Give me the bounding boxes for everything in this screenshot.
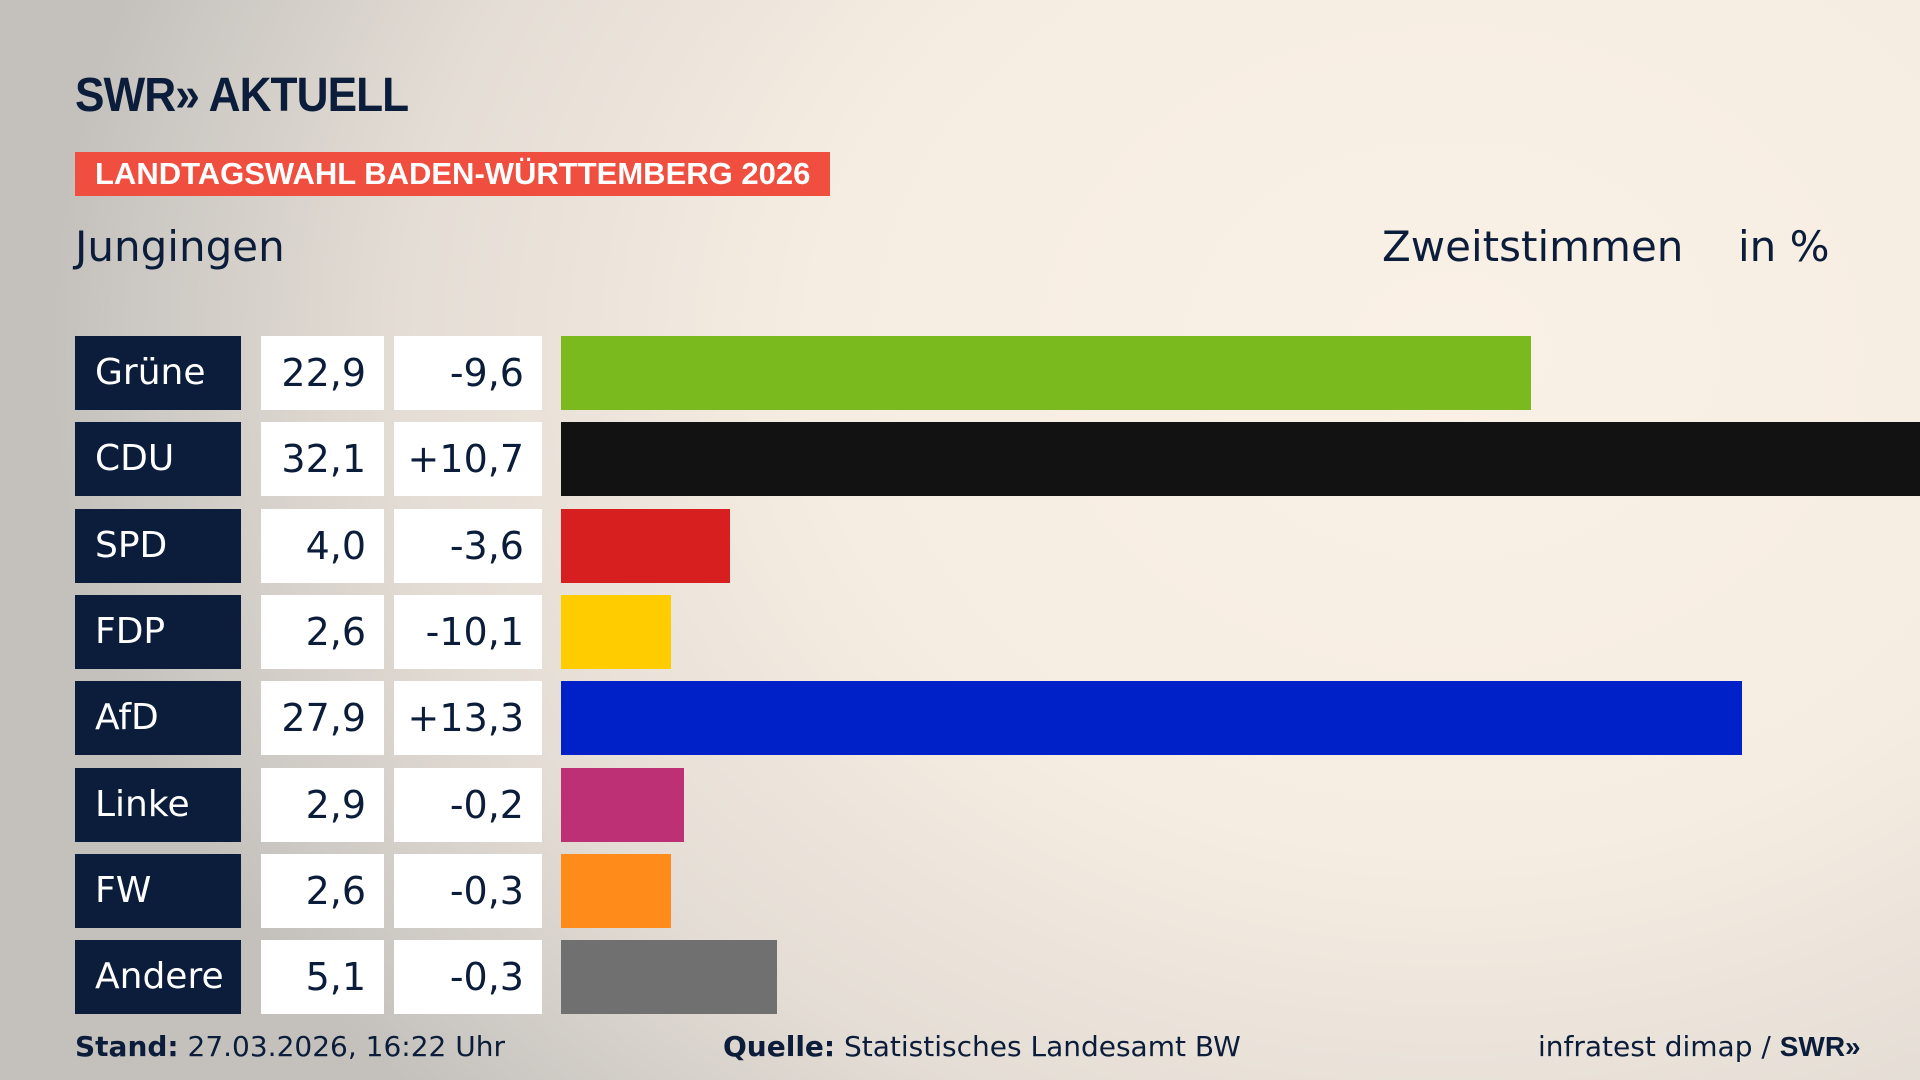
party-bar: [561, 681, 1743, 756]
party-value: 5,1: [261, 940, 384, 1015]
election-banner: LANDTAGSWAHL BADEN-WÜRTTEMBERG 2026: [75, 152, 831, 196]
credit-text: infratest dimap /: [1538, 1030, 1780, 1063]
party-value: 2,9: [261, 767, 384, 842]
party-name: Linke: [75, 767, 241, 842]
party-name: FW: [75, 853, 241, 928]
party-bar: [561, 594, 672, 669]
party-name: FDP: [75, 594, 241, 669]
party-value: 22,9: [261, 336, 384, 410]
party-diff: +10,7: [394, 422, 542, 497]
party-diff: -9,6: [394, 336, 542, 410]
party-bar: [561, 853, 672, 928]
place-title: Jungingen: [75, 222, 285, 271]
source-value: Statistisches Landesamt BW: [835, 1030, 1241, 1063]
source: Quelle: Statistisches Landesamt BW: [723, 1030, 1241, 1063]
party-diff: -0,3: [394, 853, 542, 928]
timestamp: Stand: 27.03.2026, 16:22 Uhr: [75, 1030, 505, 1063]
party-value: 4,0: [261, 508, 384, 583]
unit-label: in %: [1738, 222, 1830, 271]
stand-value: 27.03.2026, 16:22 Uhr: [178, 1030, 505, 1063]
party-diff: -10,1: [394, 594, 542, 669]
party-bar: [561, 422, 1920, 497]
party-value: 32,1: [261, 422, 384, 497]
party-bar: [561, 336, 1531, 410]
swr-aktuell-logo: SWR» AKTUELL: [75, 69, 409, 122]
vote-type-label: Zweitstimmen: [1382, 222, 1684, 271]
swr-small-logo: SWR»: [1779, 1031, 1861, 1062]
party-diff: -3,6: [394, 508, 542, 583]
party-name: CDU: [75, 422, 241, 497]
source-label: Quelle:: [723, 1030, 836, 1063]
party-value: 2,6: [261, 853, 384, 928]
party-bar: [561, 508, 731, 583]
party-name: SPD: [75, 508, 241, 583]
party-value: 27,9: [261, 681, 384, 756]
stand-label: Stand:: [75, 1030, 179, 1063]
party-diff: -0,3: [394, 940, 542, 1015]
party-bar: [561, 940, 777, 1015]
party-name: AfD: [75, 681, 241, 756]
party-bar: [561, 767, 684, 842]
party-diff: +13,3: [394, 681, 542, 756]
party-name: Andere: [75, 940, 241, 1015]
party-name: Grüne: [75, 336, 241, 410]
party-diff: -0,2: [394, 767, 542, 842]
credit: infratest dimap / SWR»: [1538, 1030, 1861, 1063]
party-value: 2,6: [261, 594, 384, 669]
